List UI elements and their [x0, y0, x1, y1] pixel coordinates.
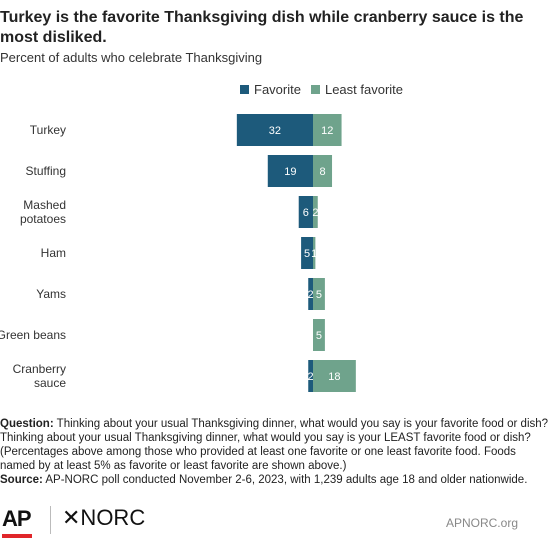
bar-value-favorite: 6: [303, 207, 309, 219]
bar-least-favorite: [313, 319, 325, 351]
chart-notes: Question: Thinking about your usual Than…: [0, 417, 550, 487]
bar-value-least-favorite: 1: [311, 248, 317, 260]
bar-favorite: [236, 114, 313, 146]
category-label: Yams: [36, 287, 66, 301]
bar-value-favorite: 5: [304, 248, 310, 260]
legend-label-least-favorite: Least favorite: [324, 82, 404, 97]
chart-title: Turkey is the favorite Thanksgiving dish…: [0, 9, 524, 46]
bar-least-favorite: [313, 237, 316, 269]
bar-favorite: [308, 278, 313, 310]
bar-value-favorite: 32: [269, 125, 281, 137]
legend-swatch-favorite: [240, 85, 249, 94]
footer-divider: [50, 506, 51, 534]
category-label: Mashed potatoes: [20, 198, 66, 226]
bar-least-favorite: [313, 360, 356, 392]
bar-favorite: [267, 155, 313, 187]
bar-favorite: [301, 237, 313, 269]
source-label: Source:: [0, 474, 43, 486]
question-text: Thinking about your usual Thanksgiving d…: [0, 418, 549, 472]
bar-value-least-favorite: 18: [328, 371, 340, 383]
bar-favorite: [308, 360, 313, 392]
bar-value-least-favorite: 2: [312, 207, 318, 219]
category-label: Cranberry sauce: [13, 362, 67, 390]
legend-item-least-favorite: Least favorite: [310, 82, 404, 97]
bar-least-favorite: [313, 114, 342, 146]
bar-value-least-favorite: 8: [319, 166, 325, 178]
bar-value-least-favorite: 5: [316, 289, 322, 301]
source-text: AP-NORC poll conducted November 2-6, 202…: [45, 474, 528, 486]
legend-item-favorite: Favorite: [240, 82, 301, 97]
category-label: Turkey: [30, 123, 66, 137]
bar-least-favorite: [313, 278, 325, 310]
chart-subtitle: Percent of adults who celebrate Thanksgi…: [0, 50, 263, 65]
norc-logo: ✕NORC: [62, 505, 146, 530]
bar-favorite: [298, 196, 313, 228]
ap-logo: AP: [2, 506, 32, 531]
ap-logo-underline: [2, 534, 32, 538]
bar-value-favorite: 19: [284, 166, 296, 178]
bar-value-least-favorite: 5: [316, 330, 322, 342]
category-label: Ham: [41, 246, 66, 260]
bar-value-favorite: 2: [308, 371, 314, 383]
bar-value-favorite: 2: [308, 289, 314, 301]
legend-label-favorite: Favorite: [254, 82, 301, 97]
question-note: Question: Thinking about your usual Than…: [0, 417, 550, 473]
category-label: Stuffing: [26, 164, 66, 178]
question-label: Question:: [0, 418, 54, 430]
category-label: Green beans: [0, 328, 66, 342]
source-note: Source: AP-NORC poll conducted November …: [0, 473, 550, 487]
bar-least-favorite: [313, 196, 318, 228]
footer: AP ✕NORC APNORC.org: [0, 500, 550, 550]
legend-swatch-least-favorite: [310, 85, 320, 94]
site-link: APNORC.org: [445, 516, 518, 530]
bar-least-favorite: [313, 155, 333, 187]
bar-value-least-favorite: 12: [321, 125, 333, 137]
legend: Favorite Least favorite: [240, 82, 413, 97]
